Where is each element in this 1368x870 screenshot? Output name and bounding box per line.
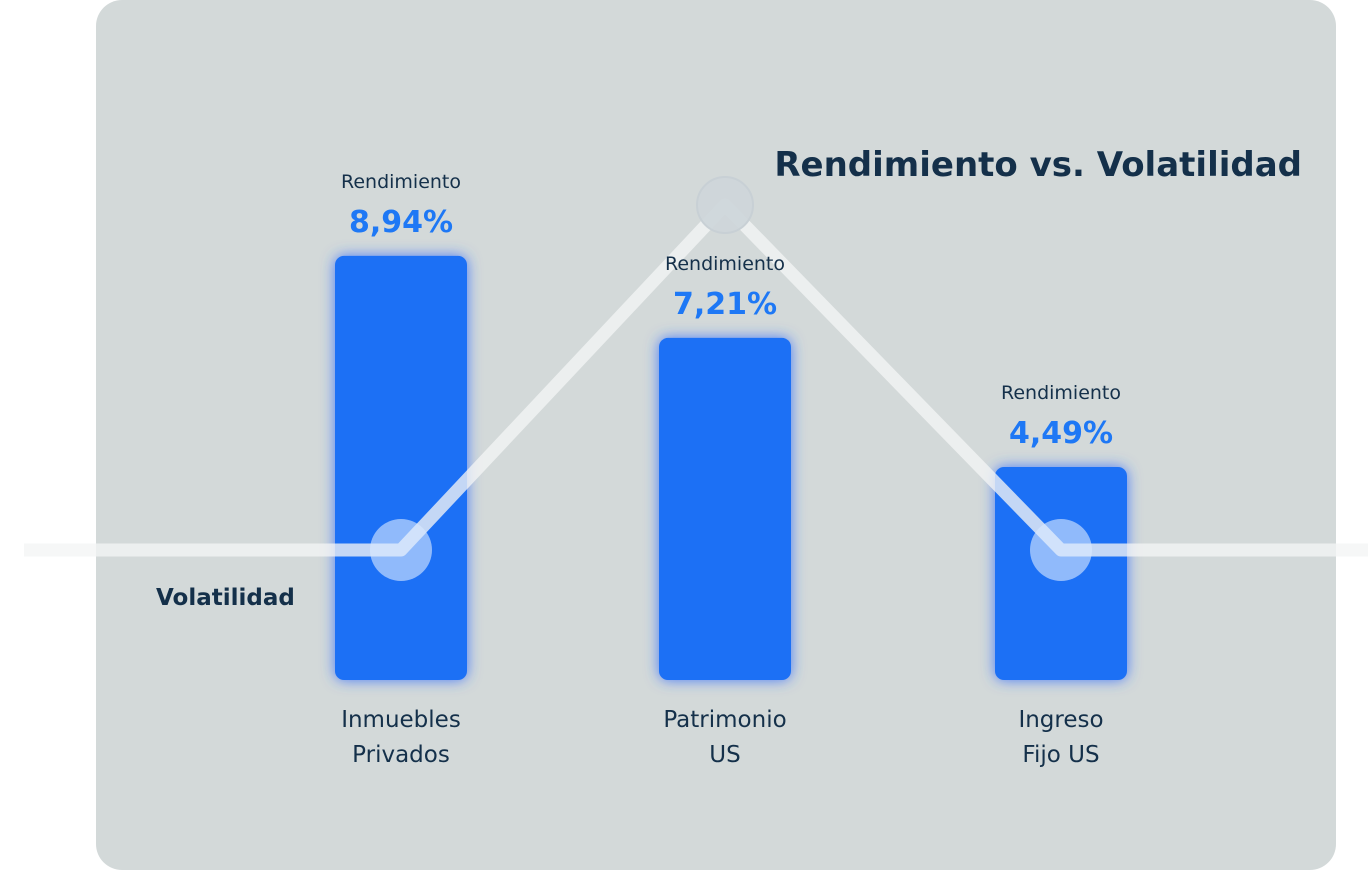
metric-label-2: Rendimiento [1001,382,1121,404]
category-label-1-0: Patrimonio [663,707,786,733]
category-label-2-1: Fijo US [1022,742,1099,768]
category-label-0-0: Inmuebles [341,707,461,733]
category-label-2-0: Ingreso [1018,707,1103,733]
volatility-point-2 [1030,519,1092,581]
bar-0 [335,255,467,680]
volatility-point-0 [370,519,432,581]
metric-label-0: Rendimiento [341,171,461,193]
category-label-1-1: US [709,742,740,768]
metric-label-1: Rendimiento [665,253,785,275]
value-label-1: 7,21% [673,287,777,322]
volatility-series-label: Volatilidad [156,585,295,611]
bar-1 [659,337,791,680]
volatility-line-layer [24,176,1368,581]
volatility-point-1 [696,176,754,234]
category-label-0-1: Privados [352,742,450,768]
labels-layer: 8,94% Rendimiento Inmuebles Privados 7,21% Re… [341,171,1121,768]
chart-title: Rendimiento vs. Volatilidad [774,145,1302,185]
value-label-2: 4,49% [1009,416,1113,451]
value-label-0: 8,94% [349,205,453,240]
